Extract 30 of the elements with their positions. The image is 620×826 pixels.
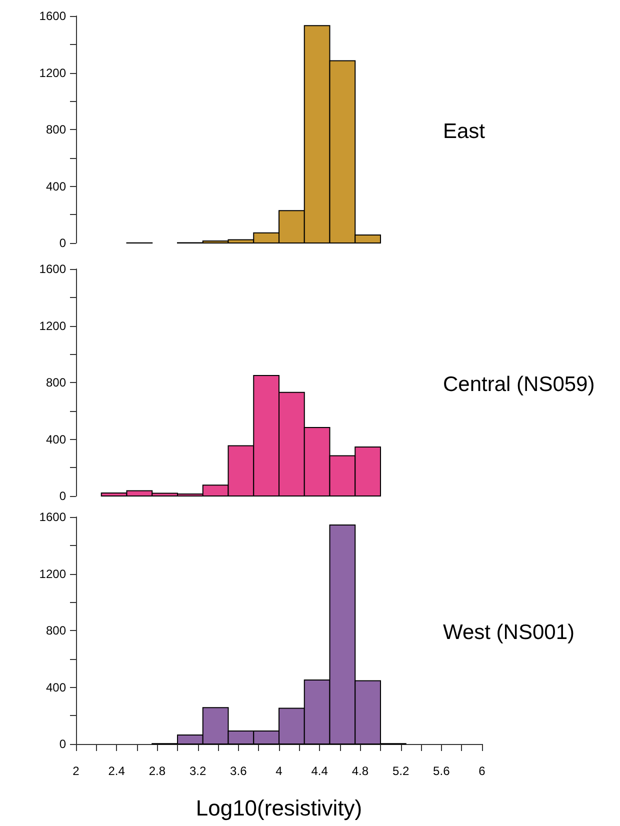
- y-tick-label: 1600: [39, 9, 66, 23]
- y-tick-label: 400: [46, 680, 66, 694]
- x-tick-label: 3.2: [189, 764, 206, 778]
- x-tick-label: 4.8: [352, 764, 369, 778]
- x-tick-label: 2.4: [108, 764, 126, 778]
- y-tick-label: 0: [59, 236, 66, 250]
- x-tick-label: 4: [276, 764, 283, 778]
- x-axis-title: Log10(resistivity): [196, 796, 362, 820]
- text: West (NS001): [443, 621, 574, 644]
- y-tick-label: 800: [46, 624, 66, 638]
- text: Central (NS059): [443, 373, 595, 396]
- x-tick-label: 2: [72, 764, 80, 778]
- x-tick-label: 6: [478, 764, 486, 778]
- y-tick-label: 0: [59, 489, 66, 503]
- x-tick-label: 2.8: [148, 764, 166, 778]
- y-tick-label: 1200: [39, 66, 66, 80]
- y-tick-label: 400: [46, 179, 66, 194]
- x-tick-label: 4.4: [311, 764, 328, 778]
- y-tick-label: 1200: [39, 318, 66, 333]
- y-tick-label: 800: [46, 122, 66, 136]
- x-tick-label: 3.6: [230, 764, 248, 778]
- x-tick-label: 5.6: [433, 764, 450, 778]
- y-tick-label: 400: [46, 432, 66, 446]
- x-tick-label: 5.2: [392, 764, 410, 778]
- y-tick-label: 800: [46, 376, 66, 390]
- y-tick-label: 1600: [39, 262, 66, 276]
- y-tick-label: 1200: [39, 566, 66, 581]
- text: East: [443, 120, 486, 143]
- y-tick-label: 0: [59, 737, 66, 751]
- y-tick-label: 1600: [39, 510, 66, 524]
